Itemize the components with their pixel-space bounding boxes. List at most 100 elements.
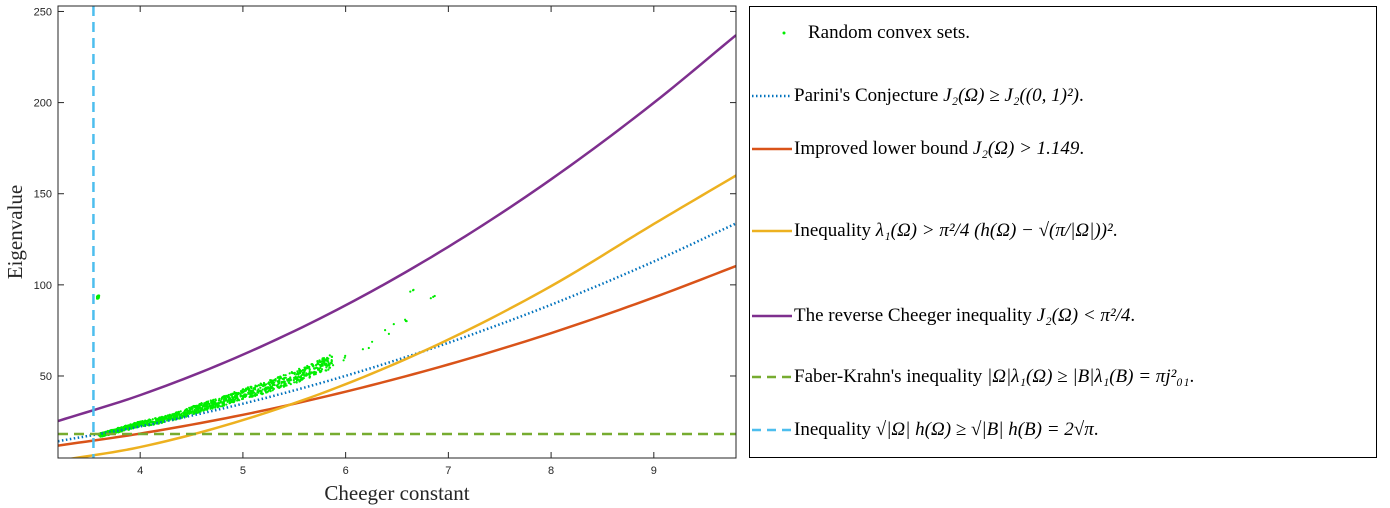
scatter-point (250, 394, 253, 397)
scatter-point (343, 356, 346, 359)
scatter-point (314, 371, 317, 374)
legend-entry-faber: Faber-Krahn's inequality |Ω|λ₁(Ω) ≥ |B|λ… (750, 362, 1194, 392)
legend-improved-formula: J₂(Ω) > 1.149 (972, 138, 1080, 159)
legend-entry-cheeger: Inequality √|Ω| h(Ω) ≥ √|B| h(B) = 2√π. (750, 415, 1098, 445)
scatter-point (293, 381, 296, 384)
scatter-point (225, 399, 229, 402)
legend-inequality-prefix: Inequality (794, 220, 876, 241)
scatter-point (116, 427, 119, 430)
scatter-point (185, 408, 188, 411)
scatter-point (276, 385, 280, 388)
scatter-point (257, 384, 260, 387)
scatter-point (198, 403, 202, 406)
scatter-point (286, 379, 289, 382)
scatter-point (251, 392, 254, 395)
scatter-point (254, 394, 257, 397)
legend-reverse-formula: J₂(Ω) < π²/4 (1036, 305, 1131, 326)
scatter-point (282, 380, 285, 383)
scatter-point (167, 416, 170, 419)
scatter-point (249, 392, 252, 395)
scatter-point (102, 434, 106, 437)
scatter-point (297, 378, 300, 381)
scatter-point (262, 381, 266, 385)
scatter-point (188, 409, 191, 412)
scatter-point (205, 404, 208, 407)
scatter-point (243, 394, 246, 397)
scatter-point (312, 373, 316, 376)
scatter-point (315, 366, 318, 369)
scatter-point (384, 329, 387, 332)
scatter-point (171, 413, 174, 416)
scatter-point (409, 290, 412, 293)
scatter-point (207, 400, 210, 403)
scatter-point (293, 376, 296, 379)
scatter-point (203, 404, 207, 408)
scatter-point (192, 412, 195, 415)
scatter-point (249, 385, 252, 388)
legend-inequality-suffix: . (1112, 220, 1118, 241)
scatter-point (146, 422, 149, 426)
scatter-point (265, 391, 268, 394)
axis-ticks: 4 5 6 7 8 9 50 100 150 200 250 (34, 6, 736, 477)
scatter-point (296, 372, 299, 375)
scatter-point (231, 395, 234, 399)
scatter-point (248, 389, 251, 392)
scatter-point (163, 416, 166, 419)
scatter-point (278, 378, 281, 381)
scatter-point (184, 414, 187, 417)
scatter-point (233, 391, 236, 394)
scatter-point (274, 378, 277, 381)
scatter-point (305, 367, 308, 370)
scatter-point (193, 408, 196, 411)
scatter-point (240, 397, 244, 401)
scatter-point (284, 374, 287, 377)
legend-swatch-random (782, 31, 786, 35)
scatter-point (110, 430, 113, 433)
series-4-line (58, 34, 736, 423)
scatter-point (268, 383, 272, 387)
scatter-point (317, 362, 320, 365)
scatter-point (158, 416, 161, 419)
scatter-point (265, 388, 268, 391)
scatter-point (308, 375, 312, 378)
scatter-point (273, 381, 276, 384)
scatter-point (134, 423, 137, 426)
scatter-point (212, 399, 215, 402)
scatter-point (371, 340, 374, 343)
scatter-point (212, 405, 215, 408)
scatter-point (387, 332, 390, 335)
scatter-point (229, 393, 232, 396)
legend-label-reverse: The reverse Cheeger inequality J₂(Ω) < π… (794, 305, 1135, 327)
scatter-point (303, 374, 306, 377)
scatter-point (238, 392, 241, 395)
scatter-point (272, 379, 275, 382)
scatter-point (120, 426, 123, 429)
scatter-point (219, 400, 222, 404)
scatter-point (325, 358, 328, 361)
scatter-point (211, 403, 214, 407)
scatter-point (180, 412, 183, 415)
legend-swatch-cheeger (752, 428, 792, 432)
series-1-line (58, 222, 736, 443)
legend-faber-suffix: . (1189, 366, 1195, 387)
scatter-point (270, 385, 273, 388)
x-tick-label: 8 (548, 465, 554, 477)
scatter-point (179, 414, 182, 417)
scatter-point (173, 414, 176, 418)
scatter-point (190, 407, 193, 410)
scatter-point (222, 402, 225, 405)
scatter-point (217, 399, 220, 402)
y-axis-title: Eigenvalue (3, 185, 27, 279)
scatter-point (367, 346, 370, 350)
scatter-point (320, 368, 324, 371)
scatter-point (293, 371, 296, 374)
scatter-point (361, 348, 364, 351)
scatter-point (411, 289, 415, 292)
scatter-point (97, 294, 100, 297)
scatter-point (271, 383, 274, 386)
scatter-point (190, 411, 193, 414)
x-tick-label: 6 (343, 465, 349, 477)
scatter-point (342, 359, 345, 362)
scatter-point (272, 387, 275, 390)
scatter-point (209, 407, 212, 410)
